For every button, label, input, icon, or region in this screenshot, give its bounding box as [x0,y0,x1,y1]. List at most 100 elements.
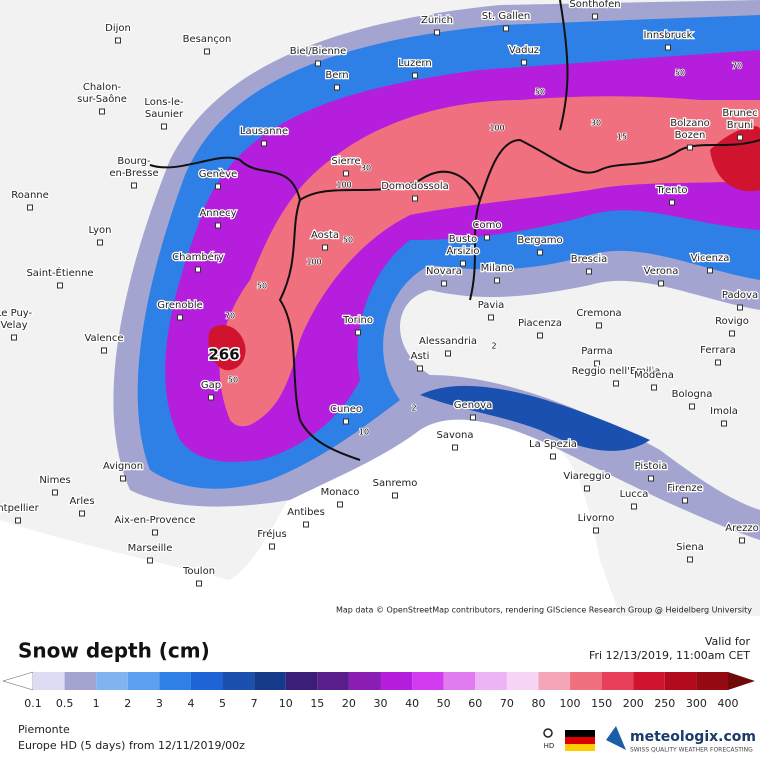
snow-area [219,96,760,427]
city-marker [204,48,210,55]
city-marker [648,475,654,482]
brand: meteologix.com [630,729,756,745]
city-label: Arezzo [725,523,759,534]
contour-label: 100 [336,181,351,190]
city-marker [337,501,343,508]
contour-label: 50 [343,236,353,245]
contour-label: 70 [225,312,235,321]
legend-swatch [222,672,255,690]
city-label: Alessandria [419,336,477,347]
city-label: Aix-en-Provence [114,515,195,526]
contour-label: 100 [489,124,504,133]
city-marker [115,37,121,44]
city-marker [315,60,321,67]
city-label: Arsizio [446,246,479,257]
city-label: Dijon [105,23,131,34]
city-label: Verona [644,266,679,277]
legend-swatch [380,672,413,690]
city-marker [737,134,743,141]
legend-swatch [190,672,223,690]
legend-tick-label: 0.1 [24,697,42,710]
tagline: SWISS QUALITY WEATHER FORECASTING [630,747,753,754]
city-label: en-Bresse [109,168,158,179]
city-marker [392,492,398,499]
contour-label: 15 [617,133,627,142]
city-marker [177,314,183,321]
city-marker [707,267,713,274]
city-marker [52,489,58,496]
city-marker [537,332,543,339]
zoom-icon[interactable] [543,728,553,738]
contour-label: 50 [675,69,685,78]
city-marker [586,268,592,275]
city-label: Lons-le- [144,97,184,108]
legend-tick-label: 200 [623,697,644,710]
city-marker [120,475,126,482]
legend-tick-label: 2 [124,697,131,710]
city-label: Milano [481,263,514,274]
city-label: Luzern [398,58,431,69]
city-label: Chambéry [172,251,224,263]
city-marker [195,266,201,273]
legend-swatch [64,672,97,690]
city-marker [131,182,137,189]
city-label: Viareggio [563,471,610,482]
legend-swatch [475,672,507,690]
city-marker [412,72,418,79]
city-marker [537,249,543,256]
city-label: Aosta [311,230,339,241]
city-label: Bologna [672,389,713,400]
legend-swatch [96,672,128,690]
contour-label: 2 [411,404,416,413]
city-label: Lucca [620,489,649,500]
legend-swatch [506,672,539,690]
contour-label: 50 [535,88,545,97]
legend-tick-label: 400 [718,697,739,710]
city-label: Bolzano [670,118,710,129]
legend-tick-label: 30 [374,697,388,710]
city-label: Grenoble [157,300,203,311]
legend-tick-label: 100 [560,697,581,710]
legend-tick-label: 250 [654,697,675,710]
city-label: St. Gallen [482,11,531,22]
contour-label: 50 [228,376,238,385]
city-label: Trento [655,185,687,196]
contour-label: 266 [208,346,239,364]
city-marker [343,170,349,177]
city-label: Asti [411,351,430,362]
legend-swatch [633,672,665,690]
city-label: Innsbruck [644,30,693,41]
city-label: Piacenza [518,318,562,329]
city-marker [658,280,664,287]
legend-swatch [538,672,571,690]
contour-label: 50 [257,282,267,291]
legend-tick-label: 3 [156,697,163,710]
city-label: Firenze [667,483,703,494]
city-marker [715,359,721,366]
city-marker [594,360,600,367]
city-marker [503,25,509,32]
city-label: Siena [676,542,704,553]
city-label: Lyon [88,225,111,236]
city-label: Pistoia [635,461,668,472]
legend-swatch [601,672,634,690]
city-label: Parma [581,346,613,357]
city-label: Reggio nell'Emilia [572,366,661,377]
city-label: Cuneo [330,404,362,415]
city-marker [147,557,153,564]
city-marker [57,282,63,289]
city-marker [261,140,267,147]
legend-swatch [254,672,286,690]
city-label: La Spezia [529,439,577,450]
city-label: Padova [722,290,758,301]
city-label: Avignon [103,461,143,472]
legend-swatch [696,672,728,690]
contour-label: 100 [306,258,321,267]
city-label: Rovigo [715,316,749,327]
city-label: Genova [454,400,492,411]
city-marker [215,222,221,229]
city-marker [452,444,458,451]
city-label: Zürich [421,15,453,26]
city-label: Torino [342,315,373,326]
